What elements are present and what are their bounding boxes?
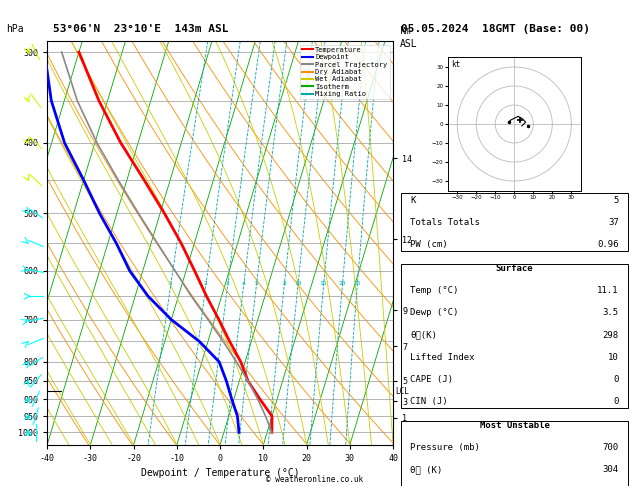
- Text: 0.96: 0.96: [597, 240, 619, 249]
- Text: 1: 1: [169, 281, 172, 286]
- Text: Dewp (°C): Dewp (°C): [410, 308, 459, 317]
- Text: © weatheronline.co.uk: © weatheronline.co.uk: [266, 474, 363, 484]
- Text: Pressure (mb): Pressure (mb): [410, 443, 480, 452]
- Text: 5: 5: [254, 281, 258, 286]
- Text: Most Unstable: Most Unstable: [479, 421, 550, 430]
- Text: 700: 700: [603, 443, 619, 452]
- Text: Temp (°C): Temp (°C): [410, 286, 459, 295]
- Bar: [401, 192, 628, 251]
- Text: 10: 10: [294, 281, 301, 286]
- Text: Lifted Index: Lifted Index: [410, 353, 475, 362]
- Text: θᴇ(K): θᴇ(K): [410, 330, 437, 340]
- Text: 2: 2: [204, 281, 208, 286]
- Text: 0: 0: [613, 397, 619, 406]
- Text: 11.1: 11.1: [597, 286, 619, 295]
- Text: 304: 304: [603, 465, 619, 474]
- Text: km: km: [399, 26, 411, 36]
- Text: 4: 4: [242, 281, 245, 286]
- Bar: [401, 421, 628, 486]
- Text: CIN (J): CIN (J): [410, 397, 448, 406]
- Text: hPa: hPa: [6, 24, 24, 34]
- Text: 3: 3: [226, 281, 230, 286]
- Text: 53°06'N  23°10'E  143m ASL: 53°06'N 23°10'E 143m ASL: [53, 24, 229, 34]
- Text: LCL: LCL: [395, 387, 409, 396]
- Text: K: K: [410, 196, 416, 205]
- Text: 20: 20: [338, 281, 346, 286]
- X-axis label: Dewpoint / Temperature (°C): Dewpoint / Temperature (°C): [141, 469, 299, 478]
- Text: 3.5: 3.5: [603, 308, 619, 317]
- Text: 15: 15: [320, 281, 327, 286]
- Bar: [401, 264, 628, 408]
- Text: 8: 8: [282, 281, 286, 286]
- Text: Totals Totals: Totals Totals: [410, 218, 480, 227]
- Text: PW (cm): PW (cm): [410, 240, 448, 249]
- Text: 25: 25: [353, 281, 361, 286]
- Text: kt: kt: [452, 60, 461, 69]
- Text: θᴇ (K): θᴇ (K): [410, 465, 443, 474]
- Text: 298: 298: [603, 330, 619, 340]
- Text: 0: 0: [613, 375, 619, 384]
- Text: 10: 10: [608, 353, 619, 362]
- Text: ASL: ASL: [399, 38, 417, 49]
- Text: 37: 37: [608, 218, 619, 227]
- Text: CAPE (J): CAPE (J): [410, 375, 454, 384]
- Text: 05.05.2024  18GMT (Base: 00): 05.05.2024 18GMT (Base: 00): [401, 24, 590, 34]
- Text: Surface: Surface: [496, 264, 533, 273]
- Legend: Temperature, Dewpoint, Parcel Trajectory, Dry Adiabat, Wet Adiabat, Isotherm, Mi: Temperature, Dewpoint, Parcel Trajectory…: [300, 45, 389, 99]
- Text: 5: 5: [613, 196, 619, 205]
